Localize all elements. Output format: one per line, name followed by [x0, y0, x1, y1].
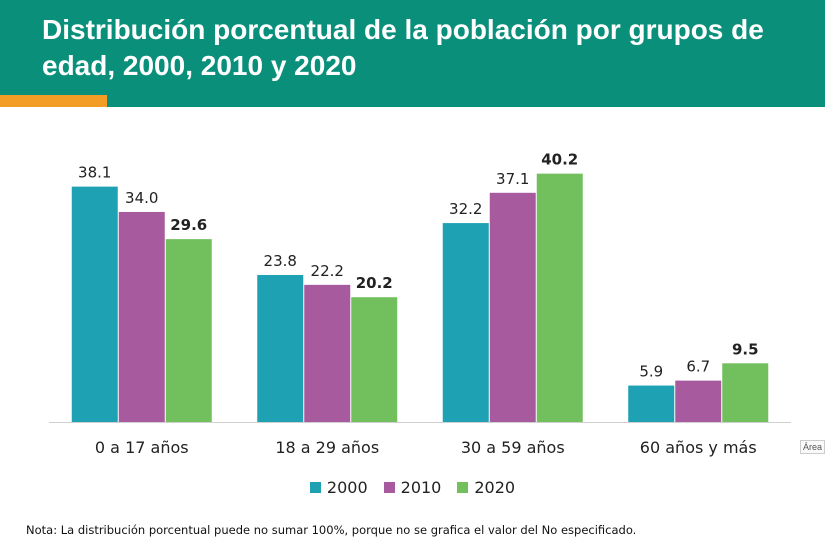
value-label-2020-0: 29.6 [170, 216, 207, 234]
value-label-2010-2: 37.1 [496, 170, 529, 188]
value-label-2000-1: 23.8 [264, 252, 297, 270]
legend-label: 2000 [326, 478, 368, 497]
legend-swatch [383, 482, 395, 493]
bar-2010-1 [304, 284, 351, 422]
value-label-2020-2: 40.2 [541, 151, 578, 169]
bar-2000-3 [628, 385, 675, 422]
value-label-2020-1: 20.2 [356, 274, 393, 292]
bar-2010-0 [118, 211, 165, 422]
bar-2010-3 [675, 380, 722, 422]
chart-title: Distribución porcentual de la población … [42, 14, 764, 81]
category-label: 60 años y más [640, 438, 757, 457]
legend-swatch [309, 482, 321, 493]
bar-2020-2 [536, 173, 583, 422]
header-banner: Distribución porcentual de la población … [0, 0, 825, 107]
value-label-2000-2: 32.2 [449, 200, 482, 218]
bar-2020-3 [722, 363, 769, 422]
category-label: 30 a 59 años [461, 438, 565, 457]
footnote: Nota: La distribución porcentual puede n… [26, 523, 637, 537]
value-label-2010-1: 22.2 [311, 262, 344, 280]
value-label-2000-3: 5.9 [639, 363, 663, 381]
value-label-2020-3: 9.5 [732, 340, 759, 358]
legend-label: 2020 [474, 478, 516, 497]
bar-2000-2 [442, 223, 489, 422]
value-label-2010-0: 34.0 [125, 189, 158, 207]
legend-item-2010: 2010 [383, 478, 442, 497]
bar-2010-2 [489, 192, 536, 422]
value-label-2010-3: 6.7 [686, 358, 710, 376]
bar-2000-1 [257, 274, 304, 422]
legend-label: 2010 [400, 478, 442, 497]
bar-chart: 38.1 34.0 29.6 0 a 17 años 23.8 22.2 20.2 18 a … [49, 151, 791, 457]
value-label-2000-0: 38.1 [78, 164, 111, 182]
legend-swatch [457, 482, 469, 493]
category-label: 18 a 29 años [275, 438, 379, 457]
legend-item-2000: 2000 [309, 478, 368, 497]
chart-legend: 2000 2010 2020 [0, 478, 825, 497]
bar-2020-0 [165, 239, 212, 422]
bar-2000-0 [71, 186, 118, 422]
category-label: 0 a 17 años [95, 438, 189, 457]
accent-bar [0, 95, 107, 107]
bar-2020-1 [351, 297, 398, 422]
legend-item-2020: 2020 [457, 478, 515, 497]
